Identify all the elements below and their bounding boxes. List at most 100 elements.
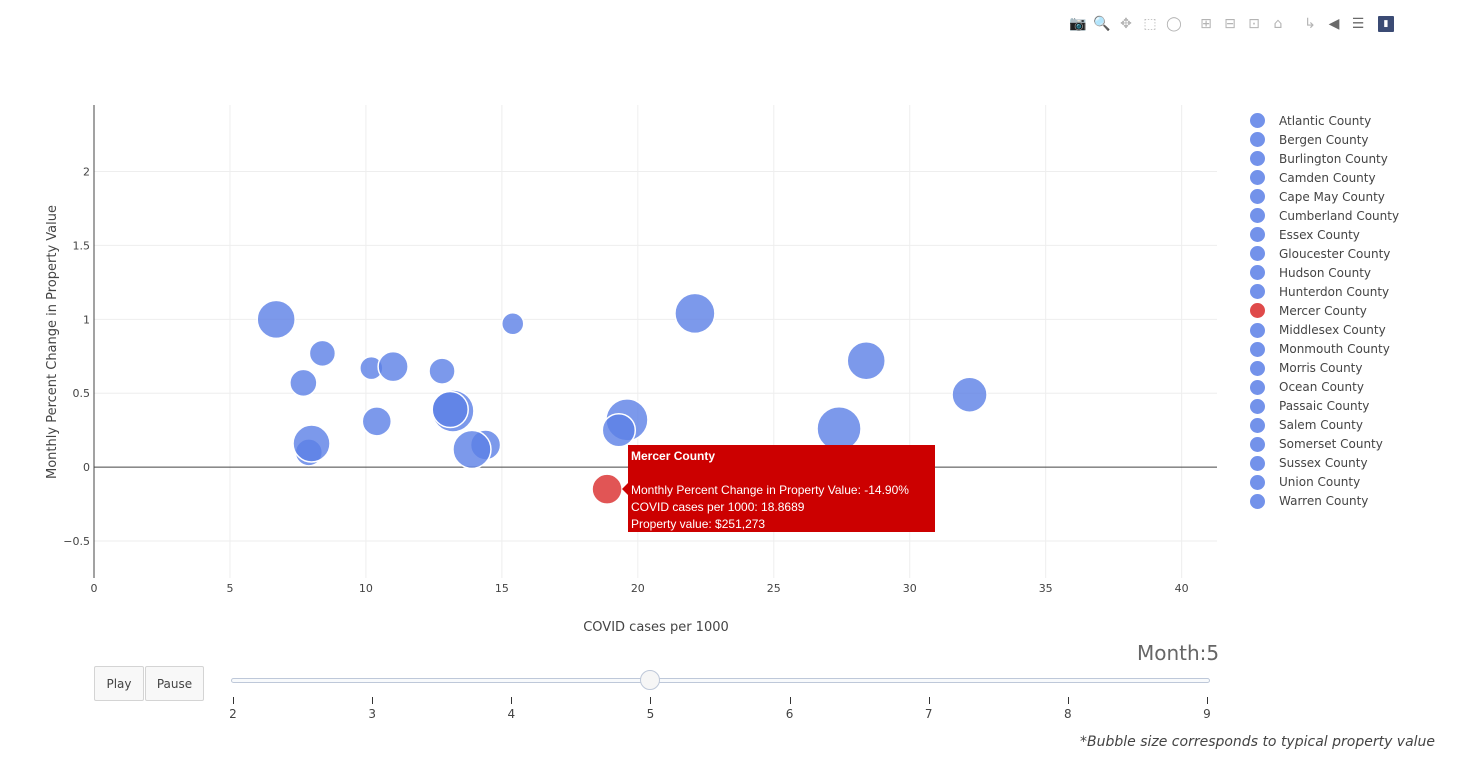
legend-item[interactable]: Ocean County — [1250, 378, 1399, 397]
autoscale-icon[interactable]: ⊡ — [1248, 16, 1260, 32]
bubble-union-county — [292, 424, 331, 463]
legend-marker — [1250, 113, 1265, 129]
zoom-icon[interactable]: 🔍 — [1093, 16, 1111, 32]
slider-tick-label[interactable]: 5 — [646, 707, 655, 721]
legend-item[interactable]: Sussex County — [1250, 454, 1399, 473]
legend-item[interactable]: Hunterdon County — [1250, 282, 1399, 301]
legend-item[interactable]: Monmouth County — [1250, 340, 1399, 359]
legend-item[interactable]: Atlantic County — [1250, 111, 1399, 130]
tooltip-line-covid: COVID cases per 1000: 18.8689 — [631, 500, 805, 514]
legend-marker — [1250, 436, 1265, 452]
tooltip-line-change: Monthly Percent Change in Property Value… — [631, 483, 909, 497]
camera-icon[interactable]: 📷 — [1069, 16, 1087, 32]
slider-tick-label[interactable]: 7 — [924, 707, 933, 721]
slider-rail[interactable] — [231, 678, 1210, 683]
legend-item[interactable]: Somerset County — [1250, 435, 1399, 454]
legend-label: Hudson County — [1279, 265, 1371, 280]
y-tick-label: 0 — [83, 461, 90, 474]
bubble-sussex-county — [601, 412, 637, 448]
bubble-somerset-county — [452, 429, 492, 470]
slider-tick-label[interactable]: 9 — [1203, 707, 1211, 721]
legend-item[interactable]: Passaic County — [1250, 397, 1399, 416]
legend-marker — [1250, 132, 1265, 148]
legend-marker — [1250, 227, 1265, 243]
legend-marker — [1250, 284, 1265, 300]
legend-marker — [1250, 398, 1265, 414]
legend-item[interactable]: Salem County — [1250, 416, 1399, 435]
spike-lines-icon[interactable]: ↳ — [1304, 16, 1316, 32]
legend-marker — [1250, 189, 1265, 205]
legend-label: Passaic County — [1279, 399, 1370, 414]
x-axis-title: COVID cases per 1000 — [583, 620, 729, 635]
pause-button[interactable]: Pause — [145, 666, 204, 701]
legend-marker — [1250, 474, 1265, 490]
bubbles — [256, 292, 988, 505]
legend-label: Atlantic County — [1279, 113, 1372, 128]
legend-item[interactable]: Middlesex County — [1250, 321, 1399, 340]
legend-label: Salem County — [1279, 418, 1363, 433]
legend-item[interactable]: Hudson County — [1250, 263, 1399, 282]
reset-axes-icon[interactable]: ⌂ — [1273, 16, 1283, 32]
bubble-atlantic-county — [256, 299, 296, 340]
slider-tick-label[interactable]: 3 — [368, 707, 376, 721]
legend-label: Bergen County — [1279, 132, 1369, 147]
y-tick-label: 1 — [83, 313, 90, 326]
legend-marker — [1250, 246, 1265, 262]
zoom-out-icon[interactable]: ⊟ — [1224, 16, 1236, 32]
slider-tick — [233, 697, 234, 704]
legend-label: Essex County — [1279, 227, 1360, 242]
slider-tick-label[interactable]: 8 — [1064, 707, 1072, 721]
slider-tick — [1067, 697, 1069, 704]
bubble-camden-county — [289, 368, 318, 398]
bubble-burlington-county — [308, 339, 337, 368]
slider-tick-label[interactable]: 4 — [507, 707, 516, 721]
zoom-in-icon[interactable]: ⊞ — [1200, 16, 1212, 32]
legend-item[interactable]: Union County — [1250, 473, 1399, 492]
box-select-icon[interactable]: ⬚ — [1143, 16, 1157, 32]
legend-item[interactable]: Burlington County — [1250, 149, 1399, 168]
legend-item[interactable]: Cumberland County — [1250, 206, 1399, 225]
bubble-hudson-county — [361, 406, 393, 437]
legend-marker — [1250, 417, 1265, 433]
legend-item[interactable]: Cape May County — [1250, 187, 1399, 206]
x-tick-label: 20 — [631, 582, 645, 595]
legend-marker — [1250, 303, 1265, 319]
plotly-logo-icon[interactable]: ▮ — [1378, 16, 1394, 32]
slider-tick — [789, 697, 791, 704]
legend-label: Burlington County — [1279, 151, 1388, 166]
legend-item[interactable]: Essex County — [1250, 225, 1399, 244]
bubble-bergen-county — [674, 292, 716, 335]
legend-item[interactable]: Mercer County — [1250, 301, 1399, 320]
pan-icon[interactable]: ✥ — [1120, 16, 1132, 32]
play-button[interactable]: Play — [94, 666, 144, 701]
hover-compare-icon[interactable]: ☰ — [1351, 16, 1365, 32]
slider-tick — [1207, 697, 1208, 704]
legend-marker — [1250, 493, 1265, 509]
lasso-select-icon[interactable]: ◯ — [1166, 16, 1182, 32]
legend-item[interactable]: Gloucester County — [1250, 244, 1399, 263]
legend-item[interactable]: Bergen County — [1250, 130, 1399, 149]
hover-closest-icon[interactable]: ◀ — [1328, 16, 1340, 32]
slider-handle[interactable] — [640, 670, 661, 690]
bubble-cape-may-county — [500, 312, 525, 336]
legend-item[interactable]: Warren County — [1250, 492, 1399, 511]
y-axis-title: Monthly Percent Change in Property Value — [45, 205, 60, 479]
legend-marker — [1250, 360, 1265, 376]
slider-current-value: Month:5 — [1137, 641, 1220, 665]
legend-item[interactable]: Morris County — [1250, 359, 1399, 378]
legend-label: Sussex County — [1279, 456, 1368, 471]
legend-label: Union County — [1279, 475, 1361, 490]
slider-tick-label[interactable]: 6 — [785, 707, 794, 721]
legend-label: Monmouth County — [1279, 342, 1390, 357]
tooltip-arrow — [622, 483, 628, 495]
y-tick-label: 2 — [83, 166, 90, 179]
legend-marker — [1250, 170, 1265, 186]
legend-label: Mercer County — [1279, 303, 1367, 318]
legend-label: Ocean County — [1279, 380, 1364, 395]
legend-item[interactable]: Camden County — [1250, 168, 1399, 187]
legend-label: Somerset County — [1279, 437, 1383, 452]
hover-tooltip: Mercer County Monthly Percent Change in … — [628, 445, 935, 532]
x-tick-label: 40 — [1175, 582, 1189, 595]
slider-tick-label[interactable]: 2 — [229, 707, 237, 721]
